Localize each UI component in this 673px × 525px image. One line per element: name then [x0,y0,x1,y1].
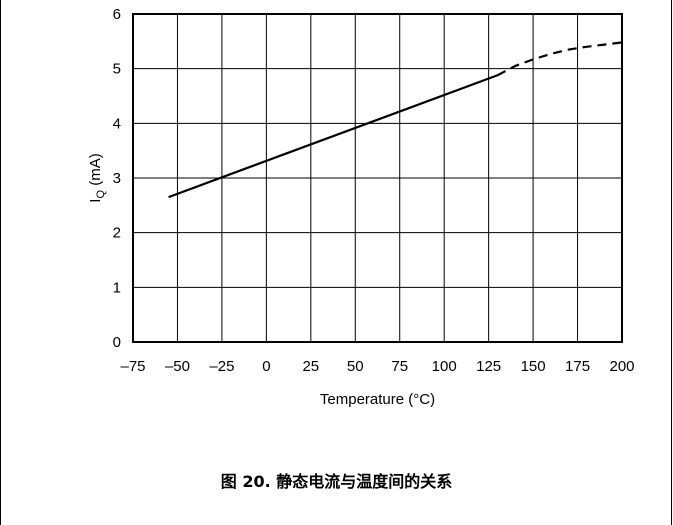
y-axis-label-unit: (mA) [87,153,104,190]
x-axis-ticks: –75 –50 –25 0 25 50 75 100 125 150 175 200 [120,358,634,375]
y-tick-label: 1 [113,279,121,296]
y-axis-label-main: I [87,199,104,203]
y-tick-label: 2 [113,225,121,242]
page-border-right [671,0,672,525]
y-tick-label: 4 [113,115,121,132]
x-tick-label: 100 [432,358,457,375]
x-tick-label: –75 [120,358,145,375]
chart: –75 –50 –25 0 25 50 75 100 125 150 175 200 0123456 … [87,6,635,408]
y-axis-label-subscript: Q [95,190,107,199]
series-line-dashed [497,41,623,77]
x-tick-label: 50 [347,358,364,375]
x-tick-label: 150 [521,358,546,375]
x-tick-label: 25 [302,358,319,375]
x-tick-label: 200 [609,358,634,375]
series-layer [168,41,623,199]
x-tick-label: 0 [262,358,270,375]
x-tick-label: 125 [476,358,501,375]
figure-caption: 图 20. 静态电流与温度间的关系 [220,472,453,491]
grid-lines [133,14,622,342]
x-tick-label: 75 [391,358,408,375]
x-tick-label: –25 [209,358,234,375]
y-tick-label: 0 [113,334,121,351]
x-axis-label: Temperature (°C) [320,391,435,408]
y-axis-ticks: 0 1 2 3 4 5 6 [113,6,121,351]
x-tick-label: 175 [565,358,590,375]
x-tick-label: –50 [165,358,190,375]
y-tick-label: 5 [113,61,121,78]
plot-area [132,13,623,343]
y-tick-label: 6 [113,6,121,23]
series-line-solid [168,74,498,199]
page-border-left [0,0,1,525]
y-tick-label: 3 [113,170,121,187]
y-axis-label: IQ (mA) [87,153,107,202]
